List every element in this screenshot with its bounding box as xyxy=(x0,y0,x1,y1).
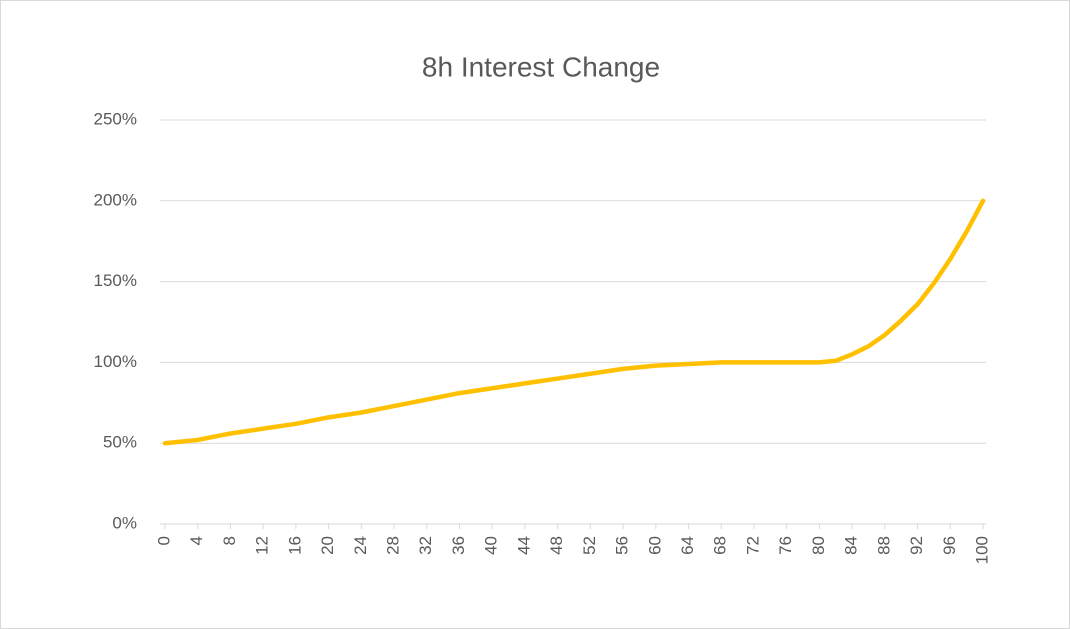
x-tick-label: 96 xyxy=(940,536,959,555)
x-tick-label: 48 xyxy=(547,536,566,555)
x-tick-label: 36 xyxy=(449,536,468,555)
x-tick-label: 100 xyxy=(972,536,991,564)
chart-title: 8h Interest Change xyxy=(422,51,660,82)
x-tick-label: 52 xyxy=(580,536,599,555)
x-tick-label: 92 xyxy=(907,536,926,555)
x-tick-label: 32 xyxy=(416,536,435,555)
x-tick-label: 64 xyxy=(678,536,697,555)
x-tick-label: 68 xyxy=(711,536,730,555)
x-tick-label: 40 xyxy=(482,536,501,555)
y-tick-label: 0% xyxy=(112,513,137,532)
x-tick-label: 76 xyxy=(776,536,795,555)
x-tick-label: 72 xyxy=(743,536,762,555)
x-tick-label: 28 xyxy=(384,536,403,555)
x-tick-label: 8 xyxy=(220,536,239,545)
x-tick-label: 0 xyxy=(154,536,173,545)
y-tick-label: 200% xyxy=(94,190,137,209)
x-tick-label: 24 xyxy=(351,536,370,555)
x-tick-label: 16 xyxy=(285,536,304,555)
x-tick-label: 88 xyxy=(874,536,893,555)
x-tick-label: 12 xyxy=(253,536,272,555)
x-tick-label: 4 xyxy=(187,536,206,545)
y-tick-label: 50% xyxy=(103,433,137,452)
y-tick-label: 250% xyxy=(94,109,137,128)
x-tick-label: 84 xyxy=(842,536,861,555)
x-tick-label: 80 xyxy=(809,536,828,555)
x-tick-label: 20 xyxy=(318,536,337,555)
y-tick-label: 150% xyxy=(94,271,137,290)
x-tick-label: 60 xyxy=(645,536,664,555)
y-tick-label: 100% xyxy=(94,352,137,371)
x-tick-label: 44 xyxy=(514,536,533,555)
data-line xyxy=(162,198,986,446)
x-tick-label: 56 xyxy=(613,536,632,555)
